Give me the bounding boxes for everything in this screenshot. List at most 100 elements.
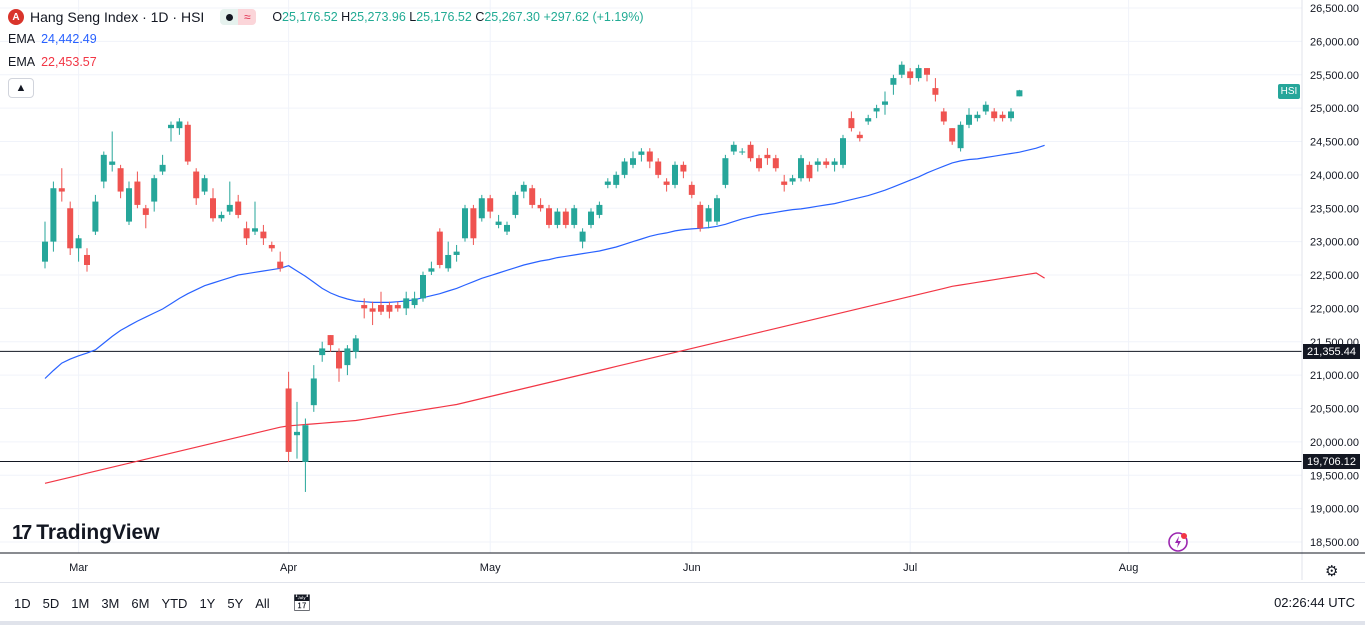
candle[interactable]: [722, 154, 729, 189]
spark-icon[interactable]: [1167, 531, 1189, 553]
candle[interactable]: [151, 174, 158, 212]
candle[interactable]: [487, 194, 494, 219]
candle[interactable]: [75, 234, 82, 262]
candle[interactable]: [856, 131, 863, 142]
candle[interactable]: [747, 141, 754, 162]
candle[interactable]: [361, 298, 368, 319]
collapse-legend-button[interactable]: ▲: [8, 78, 34, 98]
candle[interactable]: [739, 148, 746, 155]
candle[interactable]: [411, 291, 418, 309]
candle[interactable]: [386, 301, 393, 319]
candle[interactable]: [991, 108, 998, 122]
candle[interactable]: [898, 61, 905, 79]
ema-slow-line[interactable]: [44, 272, 1045, 484]
candle[interactable]: [512, 191, 519, 219]
candle[interactable]: [730, 141, 737, 155]
candle[interactable]: [882, 91, 888, 115]
candle[interactable]: [285, 371, 292, 462]
candle[interactable]: [596, 201, 603, 219]
candle[interactable]: [764, 148, 771, 165]
candle[interactable]: [428, 261, 435, 275]
market-status-pill[interactable]: ≈: [220, 9, 257, 25]
candle[interactable]: [705, 204, 712, 229]
candle[interactable]: [58, 168, 65, 202]
candle[interactable]: [42, 221, 48, 269]
candle[interactable]: [470, 204, 477, 245]
candle[interactable]: [453, 244, 460, 262]
candle[interactable]: [982, 101, 989, 115]
candle[interactable]: [672, 161, 678, 189]
candle[interactable]: [327, 335, 334, 352]
candle[interactable]: [176, 118, 183, 135]
candle[interactable]: [268, 241, 275, 252]
candle[interactable]: [504, 221, 510, 235]
candle[interactable]: [84, 248, 90, 272]
candle[interactable]: [966, 108, 972, 129]
candle[interactable]: [588, 208, 594, 229]
candle[interactable]: [109, 131, 116, 172]
candle[interactable]: [957, 121, 964, 152]
candle[interactable]: [495, 214, 502, 229]
candle[interactable]: [798, 154, 804, 182]
price-chart[interactable]: 26,500.00 26,000.00 25,500.00 25,000.00 24,5…: [0, 0, 1365, 582]
candle[interactable]: [949, 128, 956, 145]
gear-icon[interactable]: ⚙: [1325, 563, 1339, 580]
candle[interactable]: [92, 194, 99, 235]
candle[interactable]: [932, 78, 939, 102]
candle[interactable]: [873, 104, 880, 119]
candle[interactable]: [630, 151, 636, 169]
candle[interactable]: [67, 201, 74, 255]
tradingview-logo[interactable]: 17 TradingView: [12, 521, 160, 545]
candle[interactable]: [546, 204, 552, 229]
candle[interactable]: [420, 271, 426, 302]
candle[interactable]: [865, 114, 872, 125]
candle[interactable]: [688, 181, 695, 199]
candle[interactable]: [134, 171, 141, 209]
candle[interactable]: [302, 418, 309, 492]
candle[interactable]: [100, 151, 107, 189]
candle[interactable]: [319, 341, 326, 362]
ema-fast-legend[interactable]: EMA 24,442.49: [8, 32, 97, 46]
candle[interactable]: [226, 181, 233, 215]
candle[interactable]: [655, 158, 662, 179]
candle[interactable]: [126, 181, 132, 225]
candle[interactable]: [294, 401, 300, 459]
candle[interactable]: [697, 201, 704, 232]
candle[interactable]: [168, 121, 174, 142]
timeframe-1m-button[interactable]: 1M: [71, 595, 90, 611]
utc-clock[interactable]: 02:26:44 UTC: [1274, 595, 1355, 610]
candle[interactable]: [352, 335, 359, 359]
candle[interactable]: [445, 241, 452, 272]
candle[interactable]: [915, 64, 922, 82]
calendar-icon[interactable]: 📅︎: [291, 595, 313, 612]
candle[interactable]: [907, 68, 914, 85]
candle[interactable]: [117, 164, 124, 199]
candle[interactable]: [50, 181, 57, 252]
candle[interactable]: [252, 201, 258, 235]
candle[interactable]: [520, 181, 527, 199]
candle[interactable]: [646, 148, 653, 169]
symbol-title[interactable]: Hang Seng Index · 1D · HSI: [30, 9, 205, 25]
candle[interactable]: [1008, 108, 1014, 122]
candle[interactable]: [638, 148, 645, 162]
candle[interactable]: [436, 228, 443, 269]
candle[interactable]: [806, 161, 813, 182]
candle[interactable]: [478, 194, 485, 222]
candle[interactable]: [142, 204, 149, 229]
candle[interactable]: [344, 345, 351, 376]
candle[interactable]: [680, 161, 687, 179]
candle[interactable]: [848, 111, 855, 132]
candle[interactable]: [260, 224, 267, 245]
candle[interactable]: [394, 301, 401, 312]
candle[interactable]: [890, 74, 897, 95]
candle[interactable]: [814, 158, 821, 172]
candle[interactable]: [571, 204, 578, 229]
candle[interactable]: [789, 174, 796, 185]
candle[interactable]: [159, 154, 166, 175]
candle[interactable]: [604, 178, 611, 189]
candle[interactable]: [184, 121, 191, 165]
candle[interactable]: [462, 204, 468, 242]
candle[interactable]: [201, 174, 208, 195]
candle[interactable]: [554, 208, 561, 229]
candle[interactable]: [613, 171, 620, 189]
